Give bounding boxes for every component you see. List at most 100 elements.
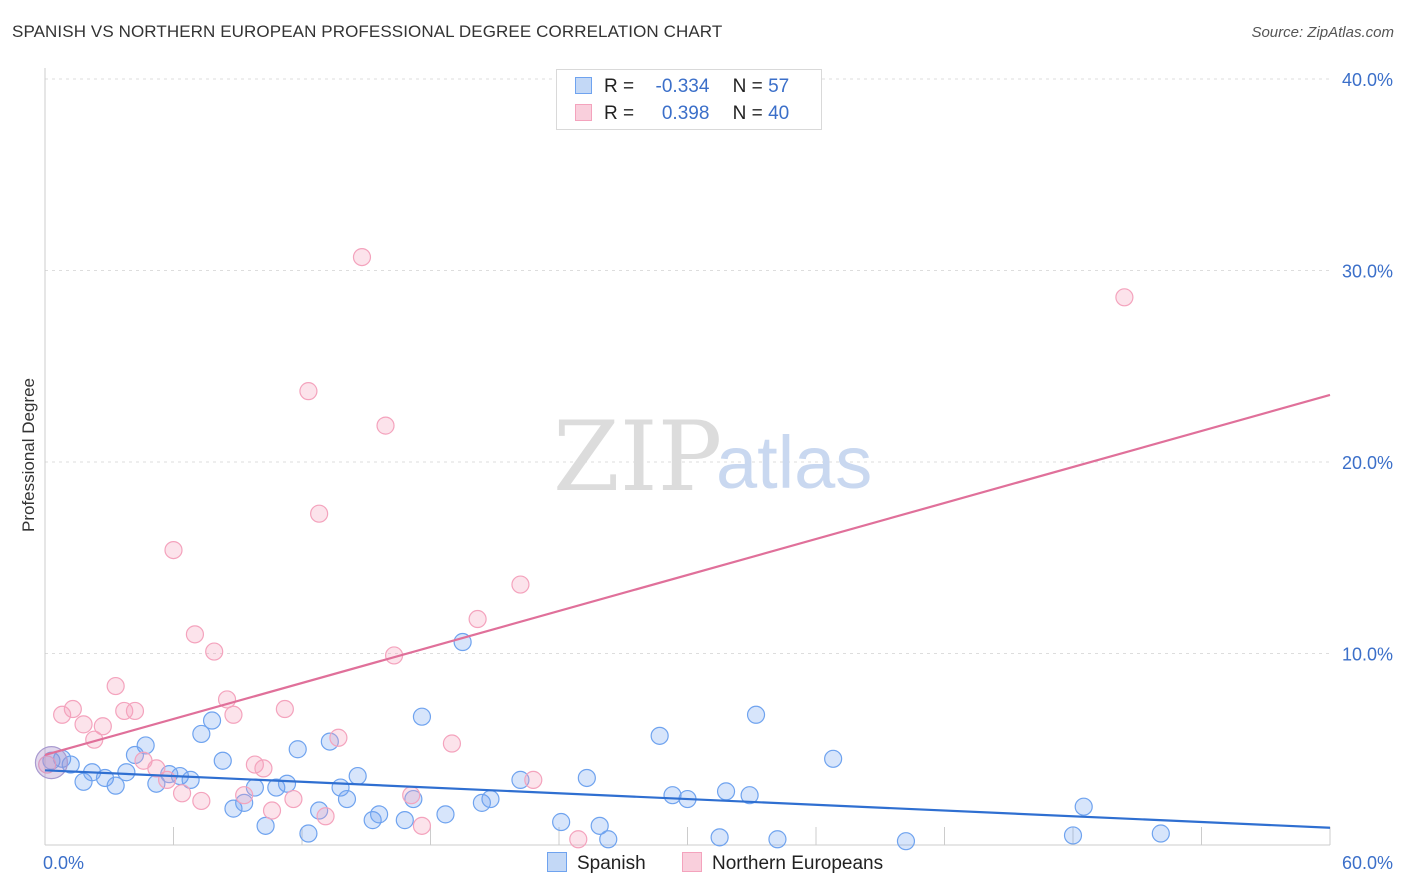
spanish-point-42 [590, 816, 609, 835]
legend-n-label: N = [732, 76, 763, 97]
northern-europeans-point-6 [106, 676, 125, 696]
legend-n-label: N = [732, 103, 763, 124]
spanish-trend-line [44, 769, 1331, 829]
spanish-point-28 [337, 789, 357, 809]
bottom-legend-swatch-northern-europeans [682, 852, 702, 872]
northern-europeans-point-13 [172, 784, 192, 803]
northern-europeans-point-18 [224, 705, 243, 724]
northern-europeans-point-38 [569, 830, 588, 849]
bottom-legend-swatch-spanish [547, 852, 567, 872]
y-tick-label-2: 30.0% [1342, 262, 1393, 282]
northern-europeans-point-28 [329, 728, 348, 747]
spanish-point-44 [650, 726, 669, 745]
spanish-point-48 [716, 782, 736, 801]
northern-europeans-point-37 [524, 770, 543, 789]
bottom-legend-label-spanish: Spanish [577, 853, 646, 874]
spanish-point-49 [740, 786, 759, 805]
spanish-point-31 [370, 805, 389, 824]
spanish-point-55 [1074, 797, 1093, 816]
legend-r-value: 0.398 [661, 103, 710, 124]
bottom-legend-northern-europeans: Northern Europeans [682, 852, 883, 875]
spanish-point-39 [511, 770, 530, 789]
spanish-point-7 [117, 763, 136, 782]
northern-europeans-point-20 [245, 755, 264, 774]
spanish-point-29 [348, 766, 367, 786]
spanish-point-47 [710, 828, 729, 847]
northern-europeans-point-7 [115, 701, 134, 721]
northern-europeans-point-33 [412, 816, 432, 835]
spanish-point-24 [299, 824, 318, 843]
spanish-point-52 [824, 749, 843, 768]
bottom-legend-label-northern-europeans: Northern Europeans [712, 853, 884, 874]
spanish-point-6 [106, 776, 125, 795]
spanish-point-34 [412, 707, 432, 726]
northern-europeans-point-23 [275, 699, 294, 719]
spanish-point-15 [202, 711, 222, 730]
northern-europeans-point-3 [74, 715, 93, 734]
spanish-point-37 [472, 793, 491, 812]
legend-r-label: R = [604, 76, 635, 97]
spanish-point-16 [213, 751, 232, 770]
axes [44, 68, 1331, 846]
grid-lines [45, 78, 1330, 654]
legend-n-value: 57 [768, 76, 790, 97]
northern-europeans-point-19 [235, 786, 254, 805]
northern-europeans-point-10 [147, 759, 166, 778]
legend-swatch-northern-europeans [575, 104, 592, 121]
spanish-point-21 [267, 778, 286, 797]
spanish-point-32 [395, 811, 414, 830]
legend-r-value: -0.334 [655, 76, 710, 97]
northern-europeans-point-22 [262, 801, 282, 820]
spanish-point-17 [224, 799, 243, 818]
spanish-point-35 [436, 805, 455, 824]
spanish-point-41 [577, 768, 596, 788]
northern-europeans-point-11 [157, 770, 177, 789]
northern-europeans-point-27 [316, 807, 335, 826]
y-tick-label-3: 40.0% [1342, 70, 1393, 90]
chart-title: SPANISH VS NORTHERN EUROPEAN PROFESSIONA… [12, 22, 723, 41]
northern-europeans-point-1 [53, 705, 72, 724]
northern-europeans-point-14 [185, 625, 205, 644]
x-tick-label-end: 60.0% [1342, 853, 1393, 873]
trend-lines [44, 393, 1331, 829]
spanish-point-18 [235, 793, 254, 812]
legend-n-value: 40 [768, 103, 790, 124]
spanish-point-56 [1151, 824, 1170, 843]
northern-europeans-point-32 [402, 786, 421, 805]
spanish-point-53 [896, 832, 916, 851]
watermark-zip: ZIP [553, 401, 722, 513]
northern-europeans-point-16 [205, 642, 224, 661]
y-axis-label: Professional Degree [19, 378, 38, 532]
x-tick-label-start: 0.0% [43, 853, 84, 873]
northern-europeans-point-2 [63, 699, 82, 719]
legend-r-label: R = [604, 103, 635, 124]
spanish-point-51 [768, 830, 787, 849]
northern-europeans-point-29 [352, 247, 372, 267]
northern-europeans-point-15 [192, 791, 211, 811]
y-tick-label-1: 20.0% [1342, 453, 1393, 473]
northern-europeans-point-35 [468, 609, 487, 629]
correlation-legend: R = -0.334 N = 57 R = 0.398 N = 40 [556, 69, 822, 130]
northern-europeans-trend-line [44, 393, 1331, 757]
northern-europeans-point-25 [299, 382, 318, 401]
northern-europeans-point-26 [310, 504, 329, 523]
spanish-point-43 [599, 830, 618, 849]
northern-europeans-point-30 [376, 416, 395, 435]
legend-row-northern-europeans: R = 0.398 N = 40 [575, 103, 789, 127]
data-points [34, 247, 1170, 851]
northern-europeans-point-0 [38, 755, 57, 774]
watermark: ZIP atlas [553, 401, 872, 513]
spanish-point-23 [288, 740, 307, 759]
spanish-point-22 [277, 774, 297, 793]
spanish-point-20 [256, 816, 275, 835]
northern-europeans-point-39 [1115, 288, 1134, 307]
northern-europeans-point-36 [511, 575, 530, 594]
spanish-point-14 [192, 724, 211, 744]
spanish-point-45 [663, 786, 682, 805]
spanish-point-50 [746, 705, 766, 724]
tick-labels: 10.0% 20.0% 30.0% 40.0% 0.0% 60.0% [43, 70, 1393, 873]
watermark-atlas: atlas [716, 421, 872, 504]
legend-row-spanish: R = -0.334 N = 57 [575, 76, 789, 100]
spanish-point-9 [136, 736, 155, 755]
northern-europeans-point-21 [254, 759, 273, 778]
